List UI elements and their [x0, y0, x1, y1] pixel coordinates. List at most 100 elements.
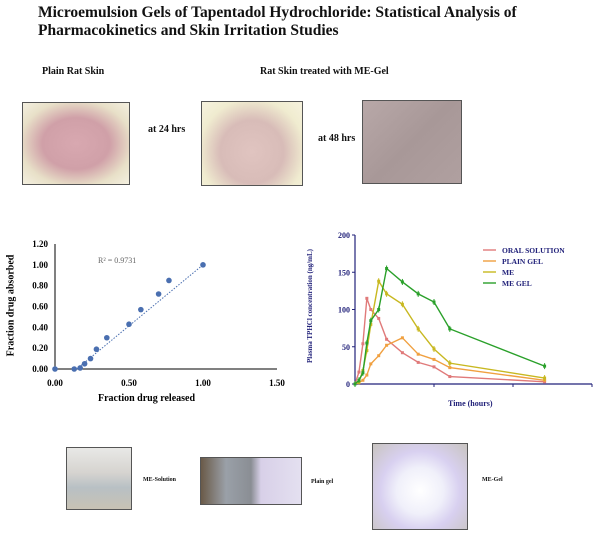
data-point	[400, 302, 404, 306]
data-point	[52, 366, 58, 372]
y-tick-label: 0.80	[32, 281, 48, 291]
trendline	[73, 264, 204, 372]
data-point	[365, 341, 369, 345]
scatter-ylabel: Fraction drug absorbed	[5, 254, 17, 357]
data-point	[416, 352, 420, 356]
pk-ylabel: Plasma TPHCl concentration (ng/mL)	[306, 249, 314, 364]
data-point	[200, 262, 206, 268]
data-point	[448, 375, 452, 379]
time-24-label: at 24 hrs	[148, 124, 186, 135]
scatter-xlabel: Fraction drug released	[98, 393, 196, 404]
data-point	[432, 347, 436, 351]
data-point	[385, 337, 389, 341]
data-point	[365, 348, 369, 352]
data-point	[448, 327, 452, 331]
pharmacokinetic-line-chart: 0 10 20 30 0 50 100 150 200 ORAL SOLUTION PLAIN GE…	[338, 231, 596, 390]
me-solution-label: ME-Solution	[143, 477, 177, 483]
x-tick-label: 0.50	[121, 378, 137, 388]
y-tick-label: 0.60	[32, 302, 48, 312]
legend-label: ORAL SOLUTION	[502, 246, 565, 255]
data-point	[357, 370, 361, 374]
pk-ylabel-wrap: Plasma TPHCl concentration (ng/mL)	[303, 240, 315, 380]
data-point	[385, 292, 389, 296]
y-tick-label: 50	[342, 343, 350, 352]
page-title: Microemulsion Gels of Tapentadol Hydroch…	[38, 4, 517, 40]
y-tick-label: 200	[338, 231, 350, 240]
x-tick-label: 10	[430, 389, 438, 390]
data-point	[448, 361, 452, 365]
x-tick-label: 0	[353, 389, 357, 390]
data-point	[353, 382, 357, 386]
data-point	[416, 292, 420, 296]
data-point	[400, 336, 404, 340]
data-point	[104, 334, 110, 341]
data-point	[369, 362, 373, 366]
me-gel-label: ME-Gel	[482, 477, 503, 483]
plain-rat-skin-photo	[22, 102, 130, 185]
data-point	[365, 296, 369, 300]
plain-gel-photo	[200, 457, 302, 505]
data-point	[369, 319, 373, 323]
plain-skin-label: Plain Rat Skin	[42, 66, 105, 77]
x-tick-label: 1.50	[269, 378, 285, 388]
data-point	[416, 327, 420, 331]
data-point	[166, 277, 172, 284]
legend-label: ME	[502, 268, 514, 277]
data-point	[400, 280, 404, 284]
data-point	[377, 316, 381, 320]
data-point	[416, 360, 420, 364]
y-tick-label: 0.20	[32, 343, 48, 353]
data-point	[385, 343, 389, 347]
ivivc-scatter-chart: 0.00 0.50 1.00 1.50 0.00 0.20 0.40 0.60 0.80 1.00…	[32, 239, 285, 388]
data-point	[448, 366, 452, 370]
treated-skin-label: Rat Skin treated with ME-Gel	[260, 66, 389, 77]
data-point	[138, 306, 144, 313]
data-point	[361, 378, 365, 382]
data-point	[71, 366, 78, 372]
data-point	[377, 354, 381, 358]
title-line-2: Pharmacokinetics and Skin Irritation Stu…	[38, 22, 339, 39]
data-point	[77, 365, 83, 371]
y-tick-label: 1.20	[32, 239, 48, 249]
data-point	[361, 342, 365, 346]
data-point	[400, 351, 404, 355]
data-point	[369, 308, 373, 311]
y-tick-label: 0.40	[32, 322, 48, 332]
x-tick-label: 20	[509, 389, 517, 390]
legend-label: ME GEL	[502, 279, 532, 288]
data-point	[93, 346, 100, 353]
data-point	[87, 355, 94, 362]
data-point	[432, 357, 436, 361]
r-squared-annotation: R² = 0.9731	[98, 256, 136, 265]
scatter-ylabel-wrap: Fraction drug absorbed	[4, 252, 18, 362]
data-point	[361, 371, 365, 375]
x-tick-label: 30	[588, 389, 596, 390]
y-tick-label: 0.00	[32, 364, 48, 374]
data-point	[357, 378, 361, 382]
y-tick-label: 100	[338, 306, 350, 315]
data-point	[432, 365, 436, 369]
x-tick-label: 0.00	[47, 378, 63, 388]
y-tick-label: 1.00	[32, 260, 48, 270]
pk-xlabel: Time (hours)	[448, 399, 493, 408]
data-point	[365, 373, 369, 377]
data-point	[543, 376, 547, 380]
me-gel-photo	[372, 443, 468, 530]
data-point	[126, 321, 132, 328]
time-48-label: at 48 hrs	[318, 133, 356, 144]
treated-skin-48h-photo	[362, 100, 462, 184]
series-line-oral-solution	[354, 298, 545, 385]
me-solution-photo	[66, 447, 132, 510]
treated-skin-24h-photo	[201, 101, 303, 186]
data-point	[432, 300, 436, 304]
legend-label: PLAIN GEL	[502, 257, 543, 266]
plain-gel-label: Plain gel	[311, 479, 334, 485]
data-point	[377, 279, 381, 283]
y-tick-label: 0	[346, 380, 350, 389]
data-point	[543, 364, 547, 368]
y-tick-label: 150	[338, 268, 350, 277]
data-point	[377, 308, 381, 311]
title-line-1: Microemulsion Gels of Tapentadol Hydroch…	[38, 4, 517, 21]
data-point	[385, 267, 389, 271]
data-point	[155, 291, 162, 297]
